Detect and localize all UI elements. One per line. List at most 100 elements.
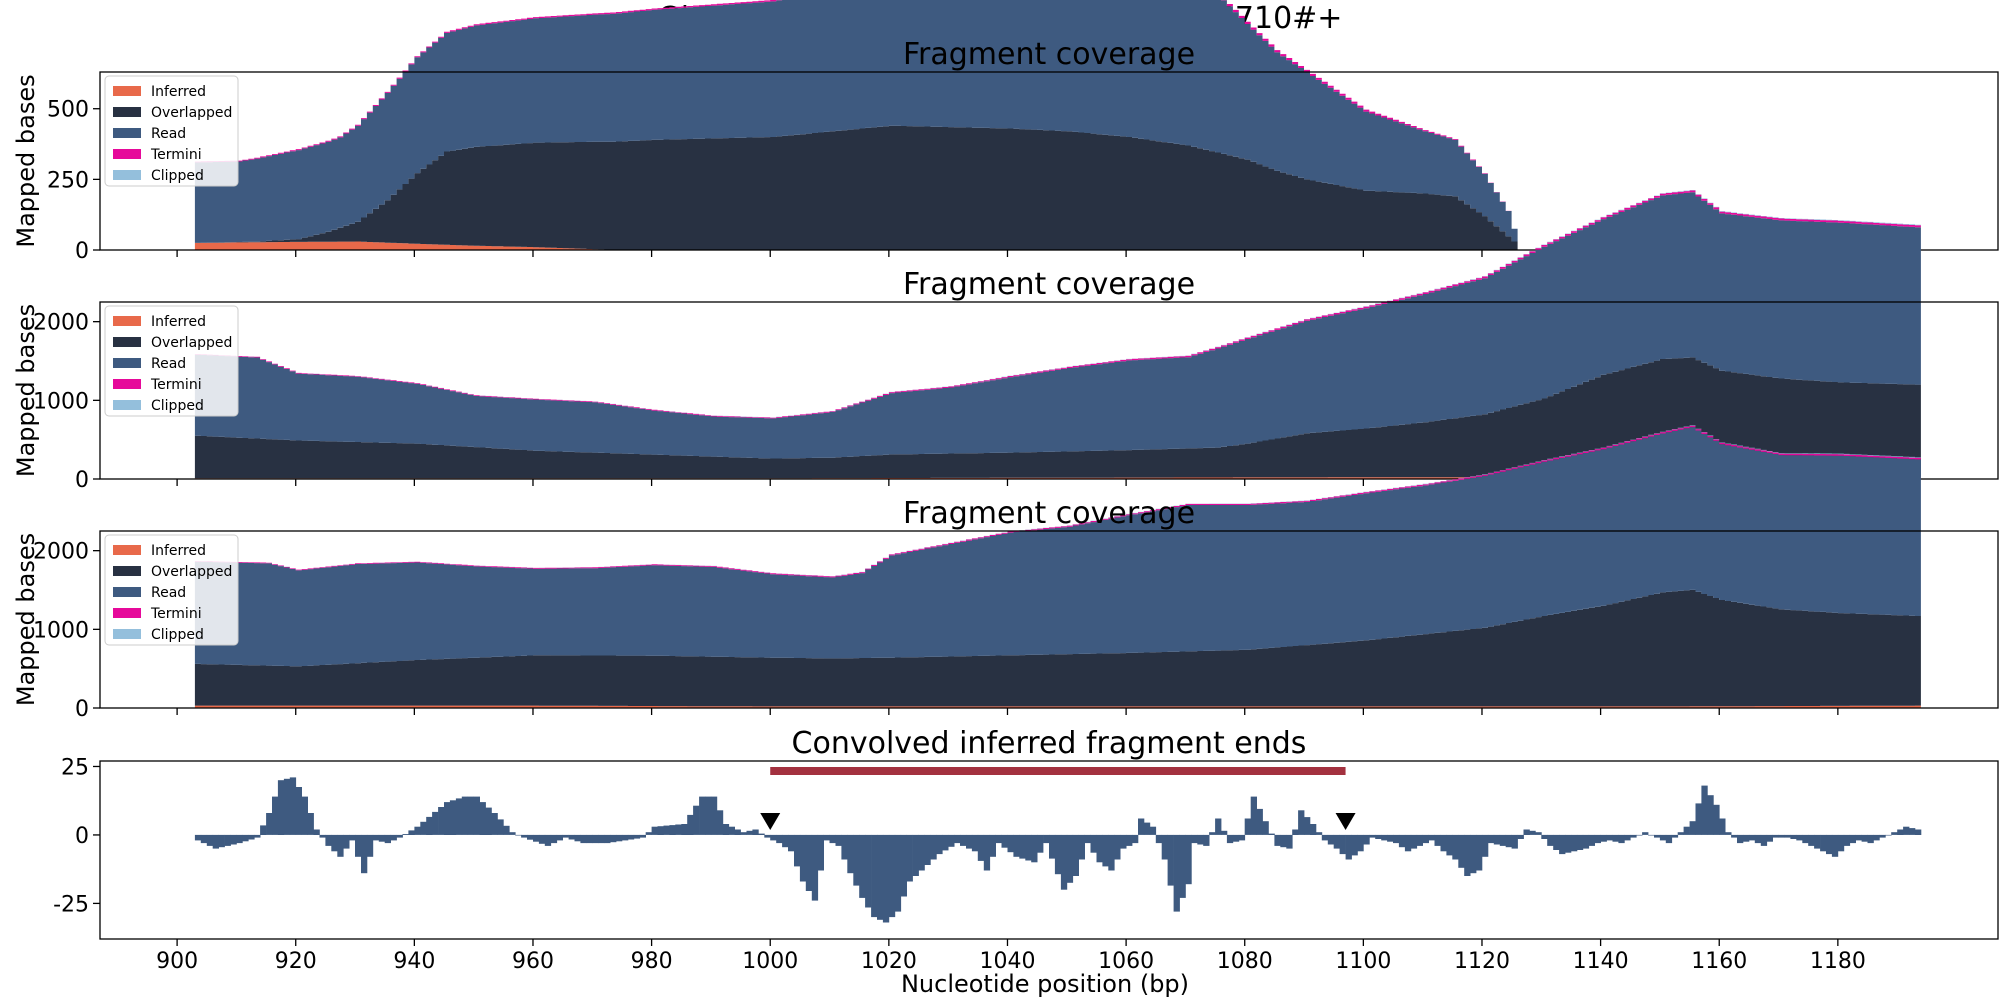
conv-bar: [699, 796, 706, 835]
legend-swatch-clipped: [113, 170, 141, 180]
conv-bar: [1203, 834, 1210, 846]
legend-swatch-read: [113, 128, 141, 138]
conv-bar: [865, 834, 872, 908]
conv-bar: [592, 834, 599, 844]
conv-bar: [1689, 821, 1696, 835]
x-tick-label: 1120: [1454, 949, 1510, 974]
conv-bar: [420, 821, 427, 835]
conv-bar: [954, 834, 961, 844]
conv-bar: [894, 834, 902, 912]
conv-bar: [782, 834, 789, 848]
conv-bar: [1292, 829, 1299, 835]
conv-bar: [1268, 833, 1275, 835]
conv-bar: [331, 834, 338, 852]
conv-bar: [1209, 832, 1216, 835]
legend-swatch-overlapped: [113, 337, 141, 347]
conv-bar: [1837, 834, 1845, 852]
y-axis-label: Mapped bases: [12, 533, 40, 706]
conv-bar: [1659, 834, 1667, 841]
conv-bar: [1594, 834, 1601, 844]
conv-bar: [966, 834, 973, 849]
conv-bar: [1547, 834, 1554, 846]
conv-bar: [1849, 834, 1856, 844]
conv-bar: [1161, 834, 1168, 860]
panel-title: Fragment coverage: [903, 267, 1195, 302]
legend-swatch-termini: [113, 379, 141, 389]
conv-bar: [651, 826, 658, 835]
conv-bar: [752, 829, 759, 835]
conv-bar: [1731, 834, 1738, 838]
conv-bar: [989, 834, 996, 857]
series-read: [194, 427, 1921, 667]
conv-bar: [811, 834, 819, 901]
conv-bar: [1677, 832, 1684, 835]
conv-bar: [1221, 830, 1228, 835]
conv-bar: [224, 834, 231, 846]
conv-bar: [396, 834, 403, 838]
axes-frame: [99, 301, 1999, 480]
conv-bar: [1796, 834, 1803, 841]
conv-bar: [1784, 834, 1791, 838]
conv-bar: [1369, 834, 1376, 838]
conv-bar: [1434, 834, 1441, 846]
conv-bar: [1114, 834, 1121, 860]
legend-label-clipped: Clipped: [151, 627, 204, 643]
panel-title: Convolved inferred fragment ends: [792, 726, 1307, 761]
conv-bar: [1132, 834, 1139, 844]
axes-frame: [99, 760, 1999, 940]
y-tick-label: 0: [75, 239, 89, 264]
conv-bar: [527, 834, 534, 840]
conv-bar: [705, 796, 712, 835]
conv-bar: [1671, 834, 1679, 838]
conv-bar: [722, 824, 730, 835]
conv-bar: [758, 833, 765, 835]
x-tick-label: 1060: [1098, 949, 1154, 974]
conv-bar: [1541, 834, 1548, 839]
conv-bar: [1274, 834, 1281, 846]
conv-bar: [301, 796, 308, 835]
conv-bar: [1618, 834, 1625, 844]
conv-bar: [1019, 834, 1026, 859]
x-tick-label: 1020: [861, 949, 917, 974]
legend-label-inferred: Inferred: [151, 314, 206, 330]
conv-bar: [1743, 834, 1750, 842]
axes-frame: [99, 530, 1999, 709]
conv-bar: [1571, 834, 1578, 852]
conv-bar: [277, 780, 285, 835]
conv-bar: [556, 834, 563, 841]
conv-bar: [1333, 834, 1340, 849]
conv-bar: [1031, 834, 1038, 863]
conv-bar: [1143, 822, 1151, 835]
conv-bar: [1903, 826, 1910, 835]
conv-bar: [343, 834, 350, 849]
conv-bar: [1422, 834, 1429, 844]
conv-bar: [1001, 834, 1008, 848]
conv-bar: [1772, 834, 1779, 838]
conv-bar: [1737, 834, 1744, 844]
conv-bar: [1351, 834, 1358, 856]
conv-bar: [1084, 834, 1091, 844]
conv-bar: [574, 834, 581, 842]
conv-bar: [414, 826, 421, 835]
conv-bar: [1452, 834, 1459, 860]
conv-bar: [627, 834, 635, 840]
conv-bar: [1766, 834, 1773, 842]
conv-bar: [942, 834, 949, 851]
conv-bar: [1138, 818, 1145, 835]
conv-bar: [1523, 829, 1530, 835]
conv-bar: [206, 834, 214, 846]
conv-bar: [622, 834, 629, 841]
conv-bar: [716, 810, 724, 835]
conv-bar: [562, 834, 569, 838]
conv-bar: [948, 834, 955, 847]
conv-bar: [1381, 834, 1388, 841]
conv-bar: [1126, 834, 1133, 846]
conv-bar: [1665, 834, 1673, 844]
conv-bar: [1458, 834, 1465, 868]
legend-label-termini: Termini: [150, 147, 202, 163]
conv-bar: [449, 800, 457, 835]
conv-bar: [319, 834, 326, 838]
conv-bar: [1339, 834, 1346, 855]
conv-bar: [1404, 834, 1412, 852]
conv-bar: [1855, 834, 1862, 841]
